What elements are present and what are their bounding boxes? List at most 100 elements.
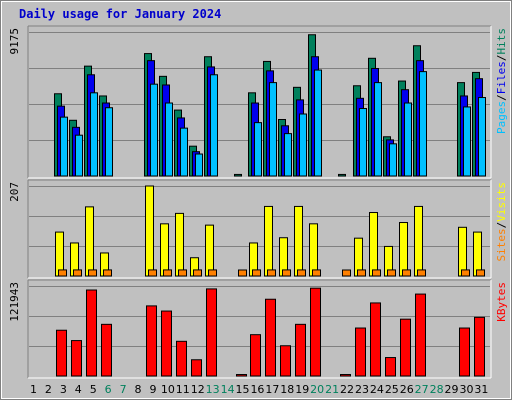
bar-pages-day-6 <box>105 107 113 177</box>
day-label: 21 <box>325 383 339 396</box>
bar-pages-day-24 <box>374 82 382 177</box>
day-label: 4 <box>75 383 82 396</box>
panel-visits-sites: 207 Sites/Visits <box>8 179 508 279</box>
bar-kbytes-day-9 <box>146 305 157 377</box>
bar-kbytes-day-19 <box>295 323 306 377</box>
legend-item: / <box>495 222 508 229</box>
day-label: 15 <box>236 383 250 396</box>
bar-sites-day-9 <box>148 269 157 277</box>
bar-pages-day-26 <box>404 102 412 177</box>
day-label: 6 <box>105 383 112 396</box>
bar-kbytes-day-31 <box>474 316 485 377</box>
bar-visits-day-30 <box>458 226 467 277</box>
panel-legend: KBytes <box>495 282 508 322</box>
bar-kbytes-day-11 <box>176 340 187 377</box>
bar-visits-day-5 <box>85 206 94 277</box>
bar-sites-day-15 <box>238 269 247 277</box>
bar-sites-day-23 <box>357 269 366 277</box>
chart-title: Daily usage for January 2024 <box>19 7 221 21</box>
bar-sites-day-4 <box>73 269 82 277</box>
bar-visits-day-24 <box>369 212 378 277</box>
bar-kbytes-day-23 <box>355 327 366 377</box>
day-label: 8 <box>135 383 142 396</box>
bar-sites-day-25 <box>387 269 396 277</box>
bar-sites-day-19 <box>297 269 306 277</box>
bar-hits-day-22 <box>338 173 346 177</box>
bar-pages-day-18 <box>284 133 292 177</box>
bar-sites-day-12 <box>193 269 202 277</box>
bar-kbytes-day-13 <box>206 288 217 377</box>
bar-visits-day-31 <box>473 231 482 277</box>
bar-sites-day-31 <box>476 269 485 277</box>
bar-pages-day-25 <box>389 143 397 177</box>
bar-kbytes-day-6 <box>101 323 112 377</box>
bar-pages-day-20 <box>314 69 322 177</box>
bar-kbytes-day-15 <box>236 374 247 377</box>
bar-visits-day-11 <box>175 212 184 277</box>
day-label: 23 <box>355 383 369 396</box>
bar-sites-day-5 <box>88 269 97 277</box>
y-axis-max-label: 121943 <box>8 282 21 322</box>
bar-kbytes-day-25 <box>385 357 396 377</box>
legend-item: Sites <box>495 228 508 261</box>
bar-pages-day-17 <box>269 82 277 177</box>
panel-kbytes: 121943 KBytes <box>8 279 508 379</box>
day-label: 18 <box>280 383 294 396</box>
day-label: 29 <box>445 383 459 396</box>
day-label: 16 <box>250 383 264 396</box>
legend-item: Pages <box>495 101 508 134</box>
legend-item: / <box>495 94 508 101</box>
bar-sites-day-3 <box>58 269 67 277</box>
bar-pages-day-11 <box>180 127 188 177</box>
legend-item: Hits <box>495 28 508 55</box>
bar-sites-day-6 <box>103 269 112 277</box>
bar-pages-day-30 <box>463 106 471 177</box>
day-label: 3 <box>60 383 67 396</box>
panel-legend: Pages/Files/Hits <box>495 28 508 134</box>
bar-kbytes-day-5 <box>86 289 97 377</box>
bar-hits-day-15 <box>234 173 242 177</box>
bar-kbytes-day-30 <box>459 327 470 377</box>
bar-sites-day-16 <box>252 269 261 277</box>
bar-kbytes-day-10 <box>161 310 172 377</box>
day-label: 26 <box>400 383 414 396</box>
day-label: 9 <box>149 383 156 396</box>
bar-visits-day-9 <box>145 185 154 277</box>
bar-pages-day-12 <box>195 153 203 177</box>
bar-sites-day-26 <box>402 269 411 277</box>
bar-sites-day-13 <box>208 269 217 277</box>
bar-kbytes-day-3 <box>56 329 67 377</box>
day-label: 11 <box>176 383 190 396</box>
bar-kbytes-day-12 <box>191 359 202 377</box>
bar-pages-day-10 <box>165 102 173 177</box>
bar-pages-day-9 <box>150 83 158 177</box>
bar-sites-day-24 <box>372 269 381 277</box>
bar-sites-day-27 <box>417 269 426 277</box>
day-label: 5 <box>90 383 97 396</box>
bar-kbytes-day-4 <box>71 340 82 377</box>
legend-item: / <box>495 55 508 62</box>
bar-visits-day-13 <box>205 224 214 277</box>
bar-kbytes-day-20 <box>310 287 321 377</box>
bar-pages-day-16 <box>254 122 262 177</box>
bar-pages-day-4 <box>75 134 83 177</box>
bar-visits-day-26 <box>399 222 408 277</box>
bar-visits-day-19 <box>294 205 303 277</box>
bar-kbytes-day-24 <box>370 302 381 377</box>
day-label: 1 <box>30 383 37 396</box>
bar-sites-day-10 <box>163 269 172 277</box>
day-label: 12 <box>191 383 205 396</box>
day-label: 27 <box>415 383 429 396</box>
legend-item: KBytes <box>495 282 508 322</box>
bar-kbytes-day-22 <box>340 374 351 377</box>
day-label: 19 <box>295 383 309 396</box>
day-label: 25 <box>385 383 399 396</box>
bar-sites-day-30 <box>461 269 470 277</box>
day-label: 10 <box>161 383 175 396</box>
bar-kbytes-day-18 <box>280 345 291 377</box>
bar-sites-day-18 <box>282 269 291 277</box>
day-label: 14 <box>221 383 235 396</box>
day-label: 31 <box>474 383 488 396</box>
